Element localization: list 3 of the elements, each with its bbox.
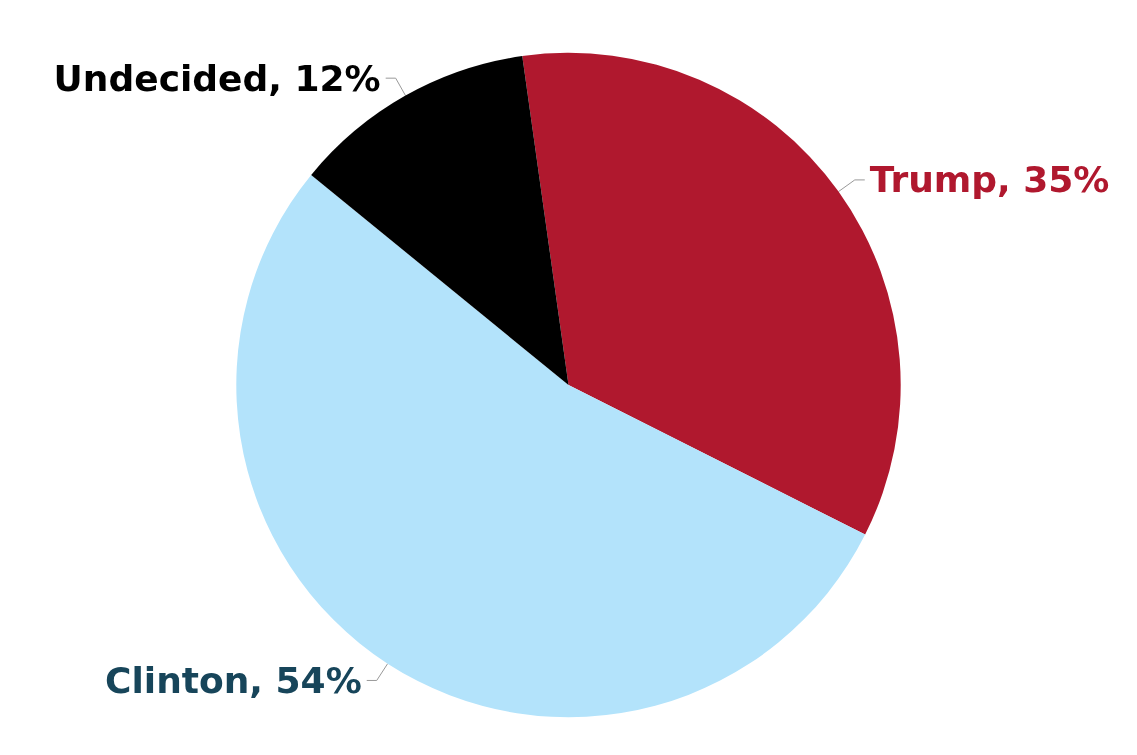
slice-label: Trump, 35% [869, 159, 1110, 201]
slice-label: Undecided, 12% [53, 57, 381, 99]
slice-label: Clinton, 54% [105, 659, 362, 701]
